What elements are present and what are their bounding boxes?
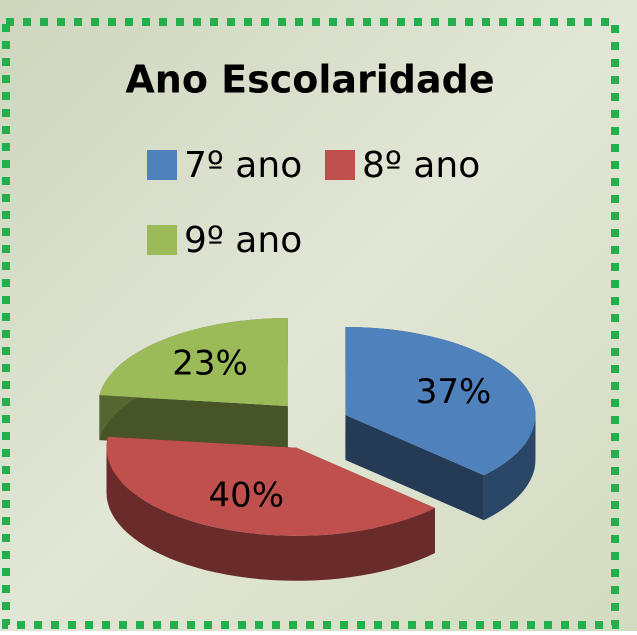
slice-side [483, 415, 536, 521]
legend-label: 9º ano [184, 220, 302, 261]
pie-slice [106, 436, 435, 581]
legend-swatch [147, 225, 177, 255]
chart-title: Ano Escolaridade [125, 58, 494, 102]
legend-label: 7º ano [184, 145, 302, 186]
data-label: 40% [209, 476, 285, 516]
slice-top [106, 436, 435, 536]
slice-wall [99, 395, 288, 452]
data-label: 37% [416, 372, 492, 412]
pie-slice [99, 318, 288, 452]
dashed-border [2, 18, 619, 629]
legend-swatch [147, 150, 177, 180]
slice-top [99, 318, 288, 407]
pie-slice [345, 327, 536, 521]
legend-label: 8º ano [362, 145, 480, 186]
legend-swatch [325, 150, 355, 180]
slice-top [345, 327, 536, 476]
slice-side [106, 447, 435, 581]
data-label: 23% [172, 344, 248, 384]
slice-wall [345, 415, 484, 521]
